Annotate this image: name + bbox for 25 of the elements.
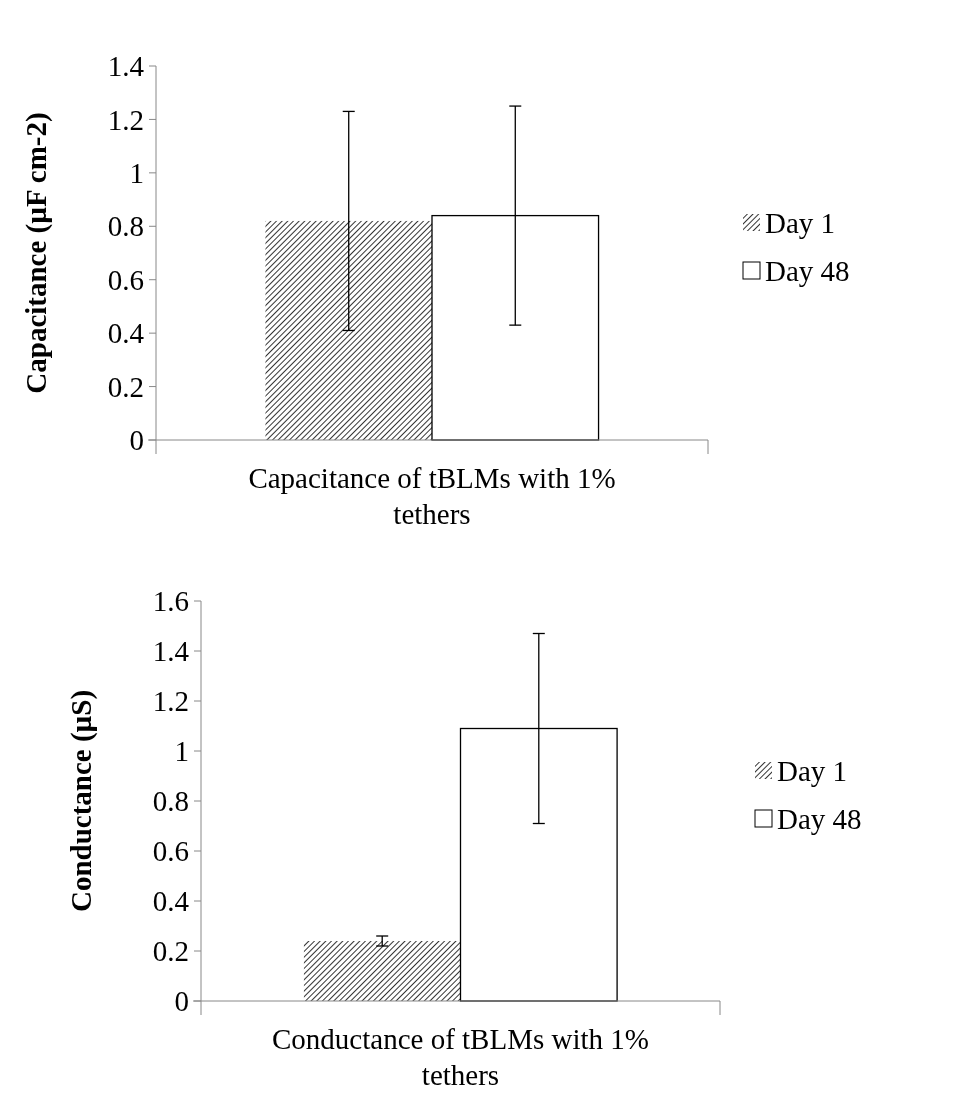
y-tick-label: 0.4 [152, 885, 190, 918]
y-tick-label: 0.6 [152, 835, 189, 868]
y-tick-label: 0.2 [152, 935, 189, 968]
legend-label: Day 48 [777, 803, 862, 836]
y-tick-label: 1.2 [152, 685, 189, 718]
legend-label: Day 48 [765, 255, 850, 288]
x-tick-label: Capacitance of tBLMs with 1% tethers [248, 462, 616, 530]
y-tick-label: 1.4 [107, 50, 145, 83]
y-tick-label: 1.2 [107, 103, 144, 136]
y-tick-label: 1 [129, 157, 144, 190]
y-tick-label: 0.8 [107, 210, 144, 243]
y-tick-label: 0.2 [107, 370, 144, 403]
y-axis-title: Conductance (µS) [65, 689, 98, 913]
y-tick-label: 1.4 [152, 635, 190, 668]
y-tick-label: 0.4 [107, 317, 145, 350]
y-tick-label: 1.6 [152, 585, 189, 618]
y-tick-label: 0.8 [152, 785, 189, 818]
legend-label: Day 1 [765, 207, 836, 240]
y-tick-label: 1 [174, 735, 189, 768]
x-tick-label: Conductance of tBLMs with 1% tethers [272, 1023, 649, 1091]
legend-label: Day 1 [777, 755, 848, 788]
y-tick-label: 0 [129, 424, 144, 457]
y-tick-label: 0.6 [107, 263, 144, 296]
y-tick-label: 0 [174, 985, 189, 1018]
y-axis-title: Capacitance (µF cm-2) [20, 112, 53, 394]
